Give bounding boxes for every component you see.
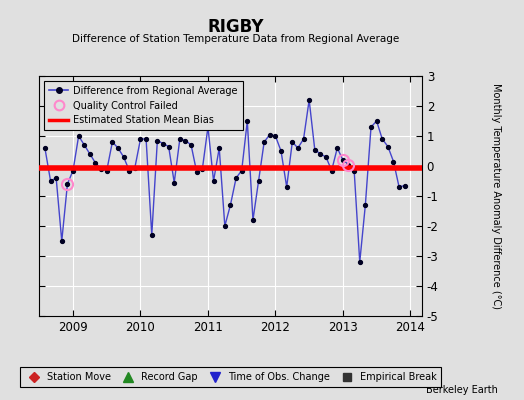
Text: RIGBY: RIGBY — [208, 18, 264, 36]
Legend: Station Move, Record Gap, Time of Obs. Change, Empirical Break: Station Move, Record Gap, Time of Obs. C… — [20, 368, 441, 387]
Legend: Difference from Regional Average, Quality Control Failed, Estimated Station Mean: Difference from Regional Average, Qualit… — [44, 81, 243, 130]
Text: Berkeley Earth: Berkeley Earth — [426, 385, 498, 395]
Y-axis label: Monthly Temperature Anomaly Difference (°C): Monthly Temperature Anomaly Difference (… — [492, 83, 501, 309]
Text: Difference of Station Temperature Data from Regional Average: Difference of Station Temperature Data f… — [72, 34, 399, 44]
